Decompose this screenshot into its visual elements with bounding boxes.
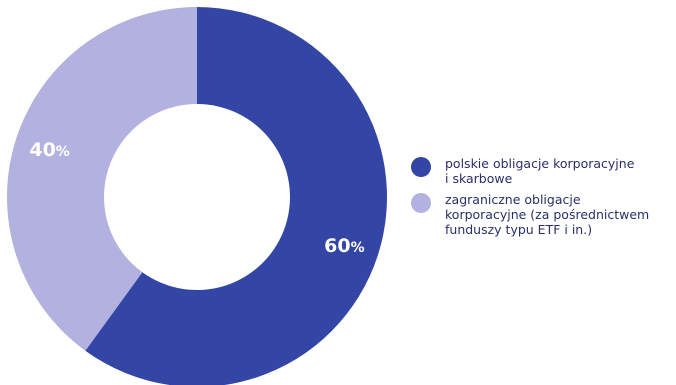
slice-foreign-bonds — [6, 7, 197, 351]
data-label-polish-bonds: 60% — [324, 235, 364, 257]
legend-label-foreign-bonds: zagraniczne obligacje korporacyjne (za p… — [445, 192, 650, 237]
legend-item-polish-bonds: polskie obligacje korporacyjne i skarbow… — [411, 156, 676, 186]
legend: polskie obligacje korporacyjne i skarbow… — [411, 156, 676, 243]
legend-item-foreign-bonds: zagraniczne obligacje korporacyjne (za p… — [411, 192, 676, 237]
legend-label-polish-bonds: polskie obligacje korporacyjne i skarbow… — [445, 156, 635, 186]
slice-polish-bonds — [85, 7, 387, 385]
data-label-foreign-bonds: 40% — [29, 139, 69, 161]
legend-swatch-polish-bonds — [411, 157, 431, 177]
legend-swatch-foreign-bonds — [411, 193, 431, 213]
